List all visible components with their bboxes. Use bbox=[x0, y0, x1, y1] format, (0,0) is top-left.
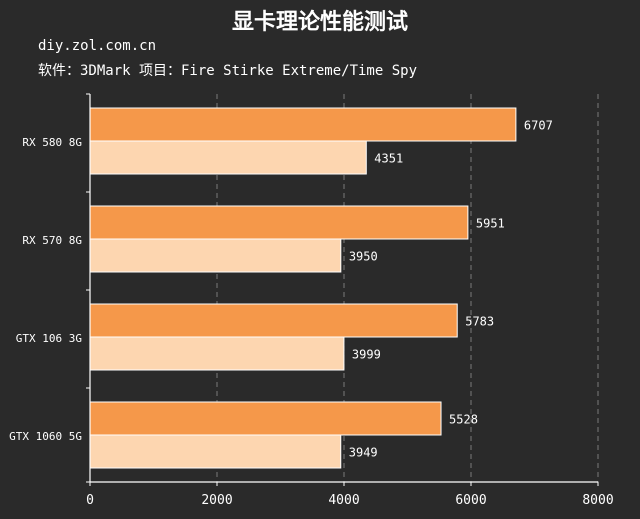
x-tick-label-8000: 8000 bbox=[582, 493, 613, 508]
x-tick-label-2000: 2000 bbox=[201, 493, 232, 508]
chart-subtitle-source: diy.zol.com.cn bbox=[38, 38, 157, 54]
x-tick-label-0: 0 bbox=[86, 493, 94, 508]
bar-1-series-1 bbox=[89, 238, 342, 273]
category-label-0: RX 580 8G bbox=[22, 136, 82, 149]
data-label-2-1: 3999 bbox=[352, 348, 381, 362]
bar-0-series-0 bbox=[89, 107, 517, 142]
bar-2-series-1 bbox=[89, 336, 345, 371]
bar-3-series-0 bbox=[89, 401, 442, 436]
bar-2-series-0 bbox=[89, 303, 458, 338]
bar-0-series-1 bbox=[89, 140, 367, 175]
data-label-3-0: 5528 bbox=[449, 413, 478, 427]
chart-subtitle-software: 软件：3DMark 项目：Fire Stirke Extreme/Time Sp… bbox=[38, 63, 418, 79]
data-label-0-1: 4351 bbox=[374, 152, 403, 166]
data-label-1-0: 5951 bbox=[476, 217, 505, 231]
category-label-2: GTX 106 3G bbox=[16, 332, 82, 345]
x-tick-label-4000: 4000 bbox=[328, 493, 359, 508]
data-label-3-1: 3949 bbox=[349, 446, 378, 460]
data-label-2-0: 5783 bbox=[465, 315, 494, 329]
x-tick-label-6000: 6000 bbox=[455, 493, 486, 508]
category-label-3: GTX 1060 5G bbox=[9, 430, 82, 443]
chart-title: 显卡理论性能测试 bbox=[231, 10, 408, 35]
bar-3-series-1 bbox=[89, 434, 342, 469]
data-label-0-0: 6707 bbox=[524, 119, 553, 133]
data-label-1-1: 3950 bbox=[349, 250, 378, 264]
bar-1-series-0 bbox=[89, 205, 469, 240]
category-label-1: RX 570 8G bbox=[22, 234, 82, 247]
